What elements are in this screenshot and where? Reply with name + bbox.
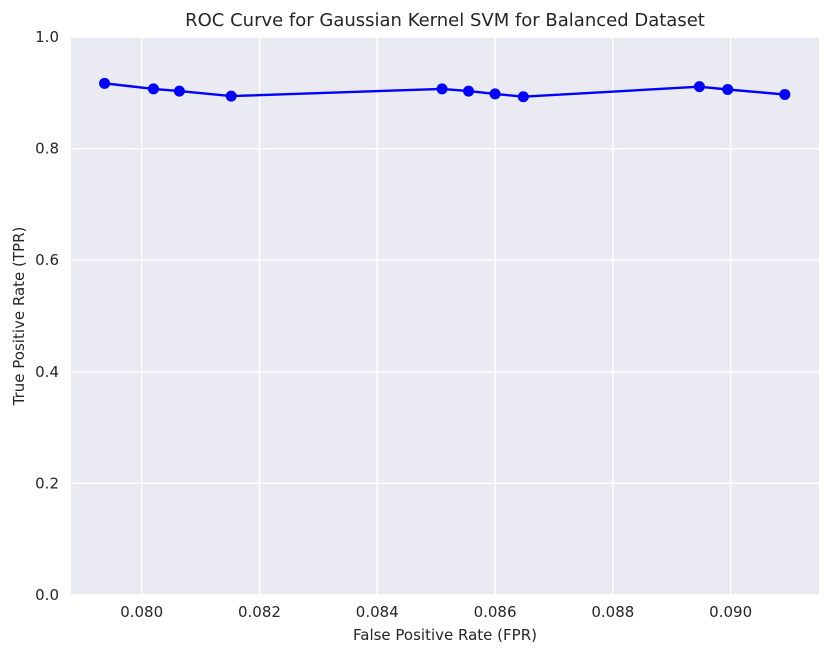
data-point [225, 90, 237, 102]
x-tick-labels: 0.080 0.082 0.084 0.086 0.088 0.090 [120, 603, 752, 621]
x-tick-label: 0.082 [238, 603, 281, 621]
grid [71, 36, 819, 596]
data-point [779, 88, 791, 100]
data-point [489, 88, 501, 100]
y-tick-label: 0.0 [35, 586, 59, 604]
data-point [436, 83, 448, 95]
x-tick-label: 0.086 [474, 603, 517, 621]
data-point [693, 81, 705, 93]
data-point [517, 91, 529, 103]
y-tick-label: 0.4 [35, 363, 59, 381]
data-point [147, 83, 159, 95]
y-tick-labels: 0.0 0.2 0.4 0.6 0.8 1.0 [35, 28, 59, 604]
x-tick-label: 0.088 [591, 603, 634, 621]
y-tick-label: 0.8 [35, 140, 59, 158]
x-tick-label: 0.080 [120, 603, 163, 621]
y-tick-label: 0.6 [35, 251, 59, 269]
data-point [99, 77, 111, 89]
data-point [463, 85, 475, 97]
plot-background [71, 37, 819, 595]
y-tick-label: 1.0 [35, 28, 59, 46]
chart-title: ROC Curve for Gaussian Kernel SVM for Ba… [185, 10, 705, 31]
y-tick-label: 0.2 [35, 474, 59, 492]
x-axis-label: False Positive Rate (FPR) [353, 626, 537, 644]
data-point [722, 83, 734, 95]
x-tick-label: 0.084 [356, 603, 399, 621]
data-point [173, 85, 185, 97]
y-axis-label: True Positive Rate (TPR) [10, 227, 28, 407]
x-tick-label: 0.090 [709, 603, 752, 621]
series-layer [99, 77, 791, 103]
